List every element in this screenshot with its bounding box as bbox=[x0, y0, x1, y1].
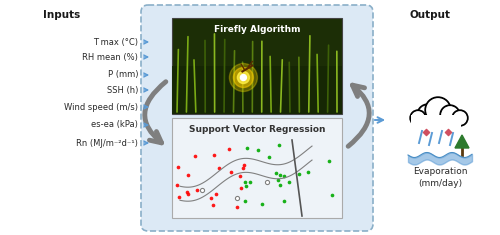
Text: RH mean (%): RH mean (%) bbox=[82, 52, 138, 62]
Text: Evaporation
(mm/day): Evaporation (mm/day) bbox=[413, 167, 467, 188]
Circle shape bbox=[240, 74, 246, 81]
Point bbox=[276, 173, 284, 177]
Text: Wind speed (m/s): Wind speed (m/s) bbox=[64, 102, 138, 111]
Text: Rn (MJ/m⁻²d⁻¹): Rn (MJ/m⁻²d⁻¹) bbox=[76, 138, 138, 148]
Point bbox=[232, 205, 240, 209]
Point bbox=[254, 149, 262, 152]
Text: SSH (h): SSH (h) bbox=[106, 86, 138, 94]
Circle shape bbox=[238, 71, 250, 83]
Point bbox=[422, 130, 430, 134]
Point bbox=[324, 159, 332, 163]
Point bbox=[184, 173, 192, 177]
Point bbox=[240, 164, 248, 167]
Point bbox=[241, 180, 249, 184]
Point bbox=[184, 192, 192, 196]
Text: Output: Output bbox=[410, 10, 451, 20]
Circle shape bbox=[234, 67, 254, 87]
Circle shape bbox=[410, 110, 426, 126]
Point bbox=[265, 155, 273, 158]
Point bbox=[276, 143, 283, 147]
FancyBboxPatch shape bbox=[172, 66, 342, 114]
Point bbox=[444, 130, 452, 134]
Point bbox=[225, 147, 233, 151]
Point bbox=[216, 166, 224, 169]
Point bbox=[304, 170, 312, 174]
Circle shape bbox=[452, 110, 468, 126]
FancyBboxPatch shape bbox=[172, 18, 342, 114]
Point bbox=[192, 154, 200, 158]
Point bbox=[176, 195, 184, 199]
Point bbox=[240, 199, 248, 203]
Point bbox=[233, 196, 241, 200]
Circle shape bbox=[454, 112, 466, 124]
Point bbox=[296, 172, 304, 176]
Point bbox=[173, 184, 181, 187]
Point bbox=[258, 203, 266, 206]
Point bbox=[193, 188, 201, 192]
Point bbox=[263, 180, 271, 184]
Circle shape bbox=[230, 63, 258, 91]
Point bbox=[276, 183, 283, 187]
Point bbox=[198, 188, 206, 192]
Text: Firefly Algorithm: Firefly Algorithm bbox=[214, 25, 300, 34]
Text: Inputs: Inputs bbox=[44, 10, 80, 20]
Point bbox=[328, 193, 336, 197]
Point bbox=[236, 174, 244, 178]
Circle shape bbox=[442, 107, 458, 123]
Point bbox=[274, 178, 282, 182]
Point bbox=[238, 186, 246, 190]
Circle shape bbox=[440, 105, 460, 125]
Point bbox=[207, 196, 215, 199]
Circle shape bbox=[419, 106, 437, 124]
Circle shape bbox=[427, 99, 449, 121]
Point bbox=[174, 165, 182, 168]
Polygon shape bbox=[455, 135, 469, 148]
Point bbox=[246, 180, 254, 184]
Point bbox=[243, 146, 251, 150]
Point bbox=[285, 180, 293, 184]
Point bbox=[239, 166, 247, 170]
Circle shape bbox=[425, 97, 451, 123]
Point bbox=[242, 184, 250, 188]
FancyBboxPatch shape bbox=[172, 118, 342, 218]
Point bbox=[227, 171, 235, 174]
Point bbox=[210, 203, 218, 207]
Circle shape bbox=[412, 112, 424, 124]
Text: P (mm): P (mm) bbox=[108, 70, 138, 79]
Text: Support Vector Regression: Support Vector Regression bbox=[189, 125, 325, 134]
Point bbox=[272, 171, 280, 175]
Point bbox=[182, 190, 190, 194]
Text: es-ea (kPa): es-ea (kPa) bbox=[91, 121, 138, 129]
Text: T max (°C): T max (°C) bbox=[93, 38, 138, 47]
Point bbox=[280, 199, 288, 203]
Circle shape bbox=[417, 104, 439, 126]
Point bbox=[212, 192, 220, 196]
FancyBboxPatch shape bbox=[411, 115, 461, 127]
FancyBboxPatch shape bbox=[172, 66, 342, 114]
Point bbox=[210, 153, 218, 157]
Point bbox=[280, 174, 287, 178]
FancyBboxPatch shape bbox=[141, 5, 373, 231]
